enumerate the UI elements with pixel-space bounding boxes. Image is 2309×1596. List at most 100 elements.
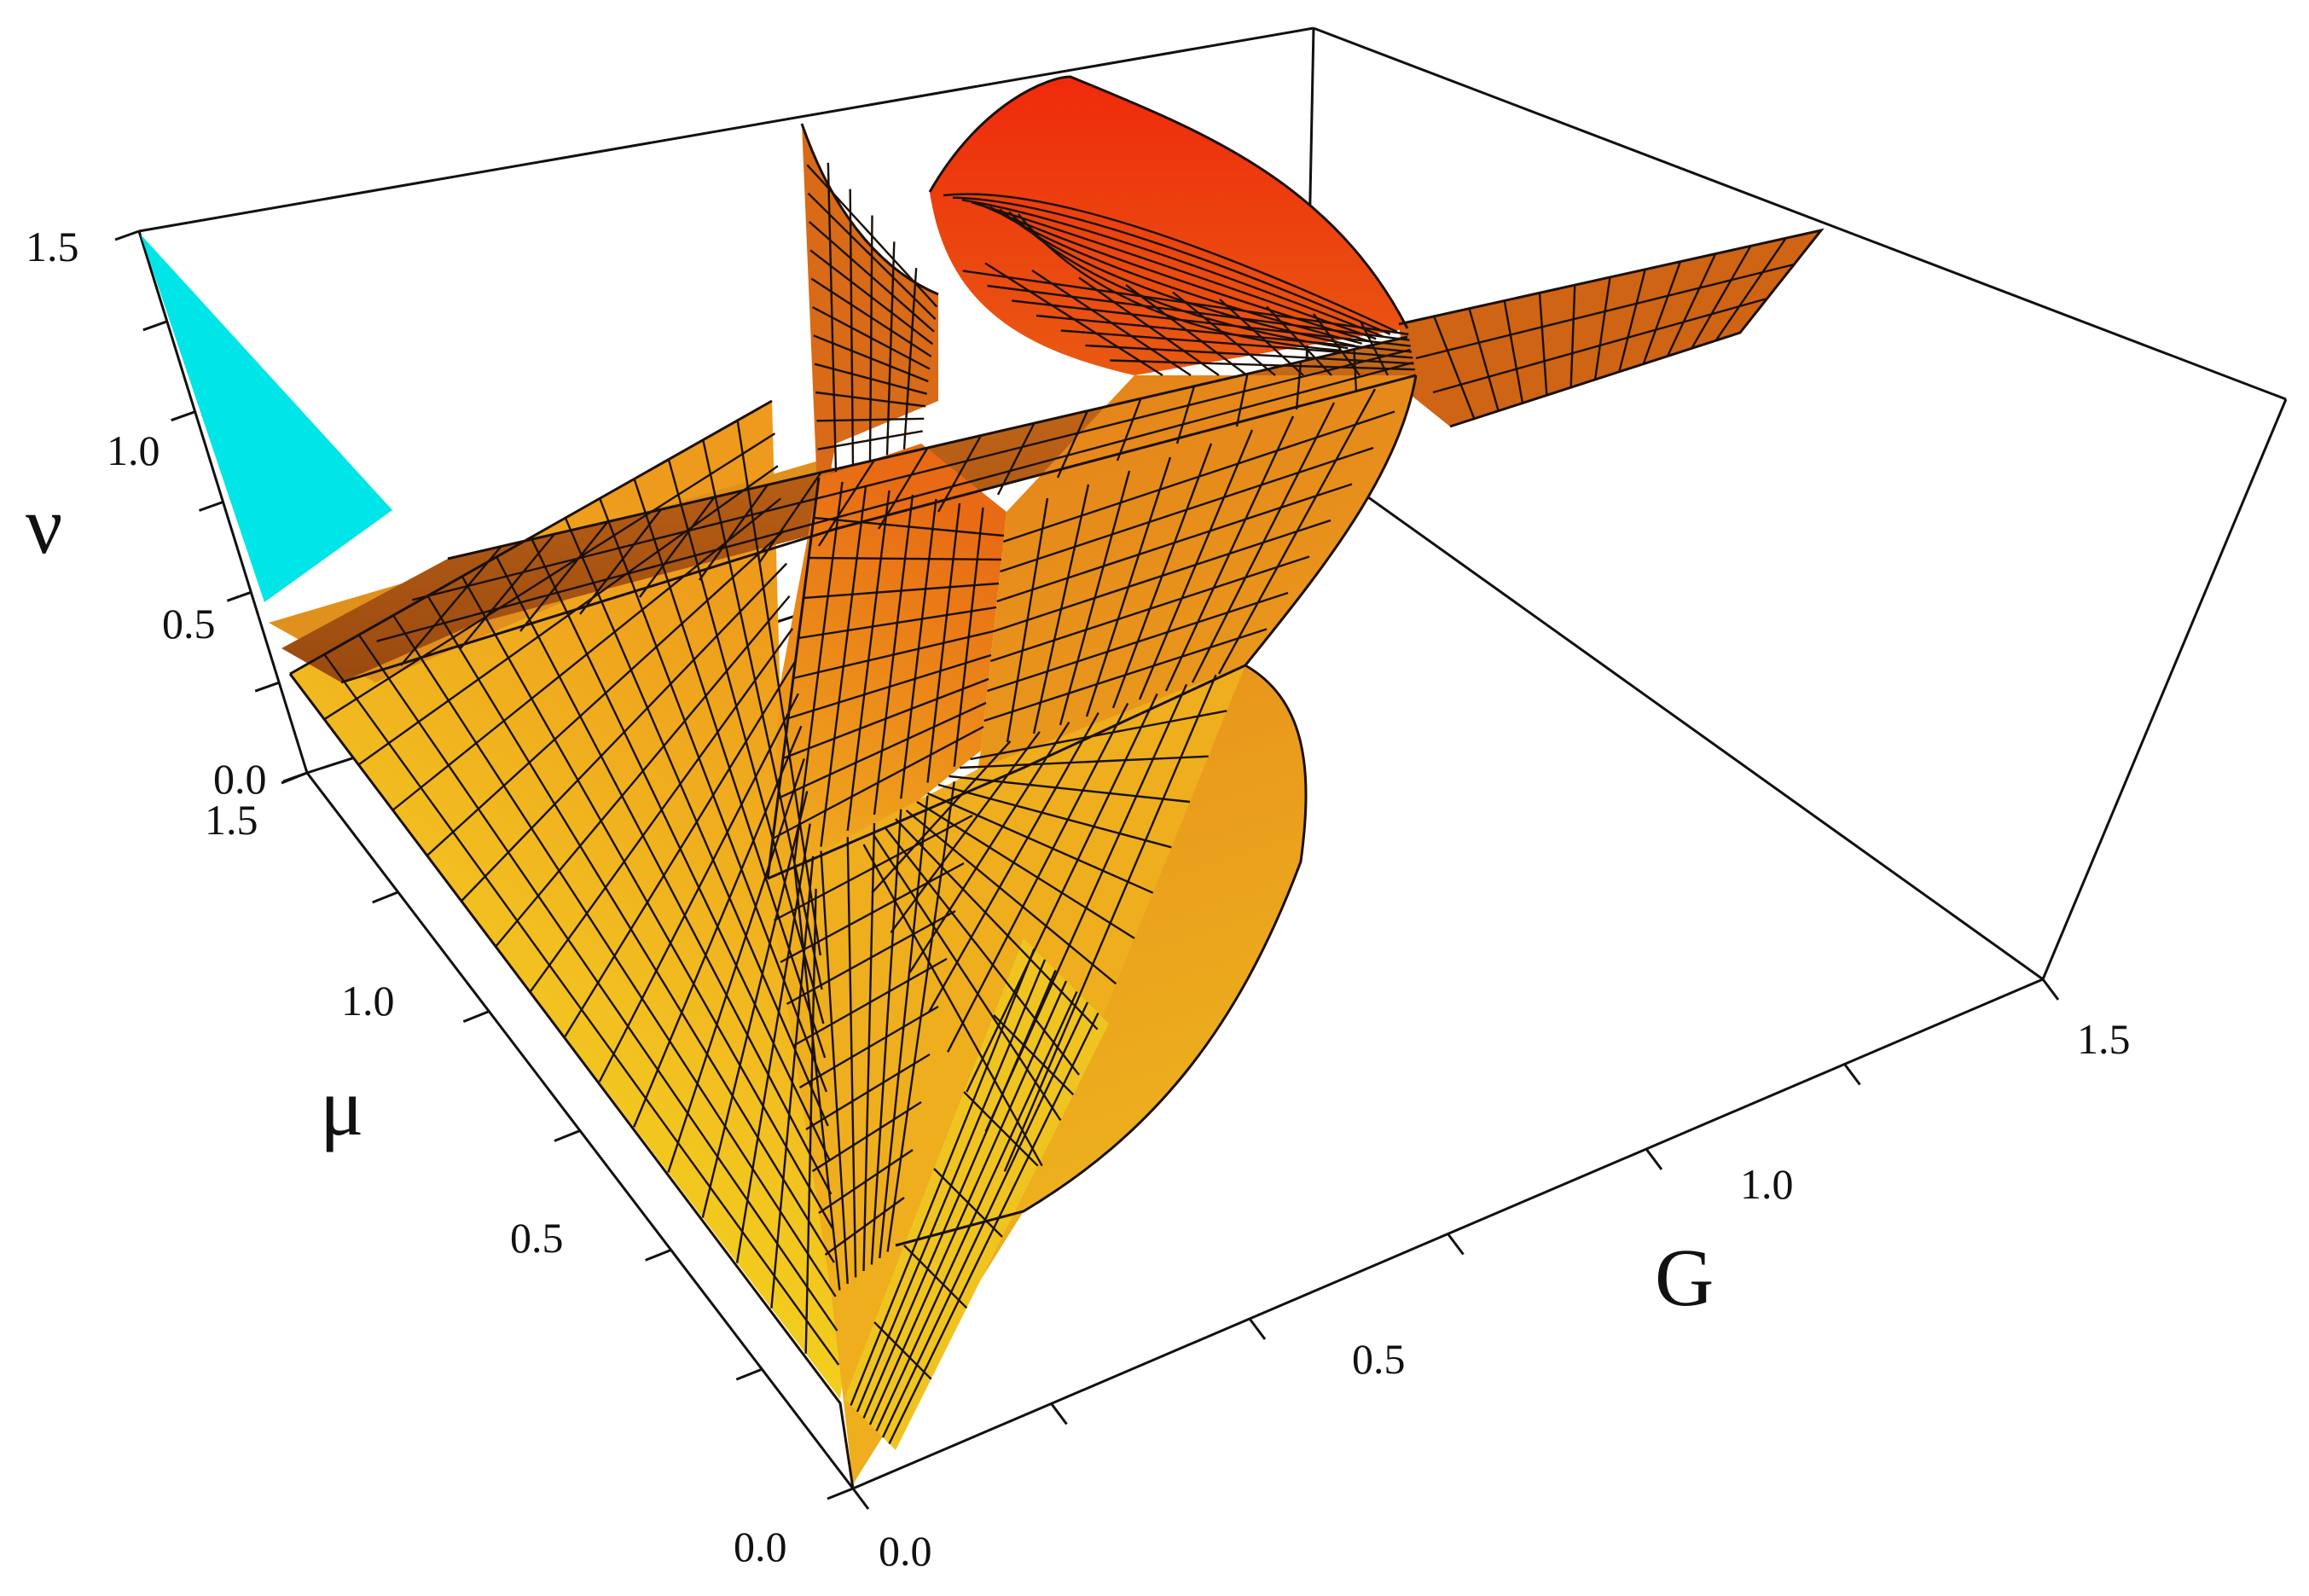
mesh-line xyxy=(1000,446,1374,573)
x-axis: 0.0 0.5 1.0 1.5 G xyxy=(879,1015,2131,1575)
mesh-line xyxy=(1175,386,1196,444)
mesh-line xyxy=(810,277,932,357)
mesh-line xyxy=(815,391,926,408)
z-tick xyxy=(142,320,168,332)
mesh-line xyxy=(895,818,1099,1030)
mesh-line xyxy=(530,628,794,992)
mesh-line xyxy=(862,844,1043,1167)
mesh-line xyxy=(782,677,989,760)
mesh-line xyxy=(412,348,1411,601)
mesh-line xyxy=(777,701,987,800)
mesh-line xyxy=(959,755,1209,769)
mesh-line xyxy=(426,530,785,856)
mesh-line xyxy=(937,783,1172,849)
axis-ticks xyxy=(114,229,2060,1510)
mesh-line xyxy=(856,959,1047,1413)
mesh-line xyxy=(824,1197,905,1256)
mesh-line xyxy=(980,203,1370,343)
mesh-line xyxy=(809,249,934,345)
x-tick-label: 1.0 xyxy=(1740,1160,1794,1208)
surface-edge xyxy=(340,374,1417,684)
z-tick xyxy=(114,229,140,241)
mesh-line xyxy=(1056,410,1089,479)
mesh-line xyxy=(808,556,1002,561)
mesh-line xyxy=(1569,285,1576,388)
surface-edge xyxy=(288,673,855,1489)
surface-edge xyxy=(766,477,821,879)
mesh-line xyxy=(993,519,1331,633)
mesh-line xyxy=(814,363,927,395)
y-tick xyxy=(462,1010,490,1024)
y-tick xyxy=(372,891,399,904)
mesh-line xyxy=(983,628,1268,723)
mesh-line xyxy=(798,606,997,640)
mesh-line xyxy=(875,991,1078,1431)
y-tick-label: 0.0 xyxy=(734,1523,787,1570)
surface-edge xyxy=(800,123,939,296)
mesh-line xyxy=(798,1005,939,1089)
mesh-line xyxy=(1235,374,1249,427)
mesh-line xyxy=(905,810,1117,985)
mesh-line xyxy=(1008,211,1349,350)
mesh-line xyxy=(952,196,1391,335)
mesh-line xyxy=(811,1100,922,1173)
box-edge xyxy=(2041,398,2288,980)
mesh-line xyxy=(1018,213,1342,352)
y-tick-label: 1.0 xyxy=(341,977,395,1024)
mesh-line xyxy=(1295,361,1302,410)
mesh-line xyxy=(989,555,1310,663)
mesh-line xyxy=(579,508,662,615)
z-tick xyxy=(198,501,224,512)
mesh-line xyxy=(461,562,788,902)
mesh-line xyxy=(818,1149,914,1214)
mesh-line xyxy=(1691,245,1752,349)
mesh-line xyxy=(773,814,973,922)
mesh-line xyxy=(772,725,984,840)
mesh-line xyxy=(996,483,1353,603)
surface-funnel-center xyxy=(768,444,1007,879)
surface-edge xyxy=(289,399,773,676)
z-tick-label: 0.5 xyxy=(162,600,216,647)
mesh-line xyxy=(357,465,779,766)
x-tick xyxy=(2041,978,2060,1001)
x-tick-label: 1.5 xyxy=(2077,1015,2131,1063)
mesh-line xyxy=(1432,297,1767,394)
mesh-line xyxy=(943,193,1398,334)
z-tick xyxy=(171,410,196,422)
mesh-line xyxy=(888,1012,1099,1445)
mesh-line xyxy=(813,334,929,383)
y-tick xyxy=(827,1487,854,1500)
x-tick-label: 0.0 xyxy=(879,1527,932,1575)
surface-cap-cyan xyxy=(141,235,392,602)
mesh-line xyxy=(699,484,769,581)
mesh-line xyxy=(786,909,956,1006)
box-edge xyxy=(1304,450,2044,981)
mesh-line xyxy=(813,516,1005,537)
mesh-line xyxy=(1116,398,1142,461)
mesh-line xyxy=(816,417,925,422)
mesh-line xyxy=(803,582,1000,600)
x-tick xyxy=(851,1488,870,1510)
surface-mesh xyxy=(323,162,1795,1445)
z-tick-label: 0.0 xyxy=(213,755,267,803)
z-axis-title: ν xyxy=(26,479,62,571)
y-tick-label: 0.5 xyxy=(510,1214,564,1262)
mesh-line xyxy=(1618,269,1646,373)
mesh-line xyxy=(811,305,931,370)
y-axis-title: μ xyxy=(320,1061,363,1152)
mesh-line xyxy=(1085,344,1414,365)
mesh-line xyxy=(949,775,1191,804)
mesh-line xyxy=(1415,263,1795,360)
mesh-line xyxy=(1060,329,1413,359)
mesh-line xyxy=(1538,293,1548,396)
mesh-line xyxy=(996,422,1036,496)
mesh-line xyxy=(1642,261,1682,365)
mesh-line xyxy=(780,862,965,964)
mesh-line xyxy=(519,520,609,632)
mesh-line xyxy=(639,496,716,598)
mesh-line xyxy=(884,827,1080,1076)
mesh-line xyxy=(970,710,1227,761)
mesh-line xyxy=(376,361,1413,642)
mesh-line xyxy=(1468,308,1500,411)
